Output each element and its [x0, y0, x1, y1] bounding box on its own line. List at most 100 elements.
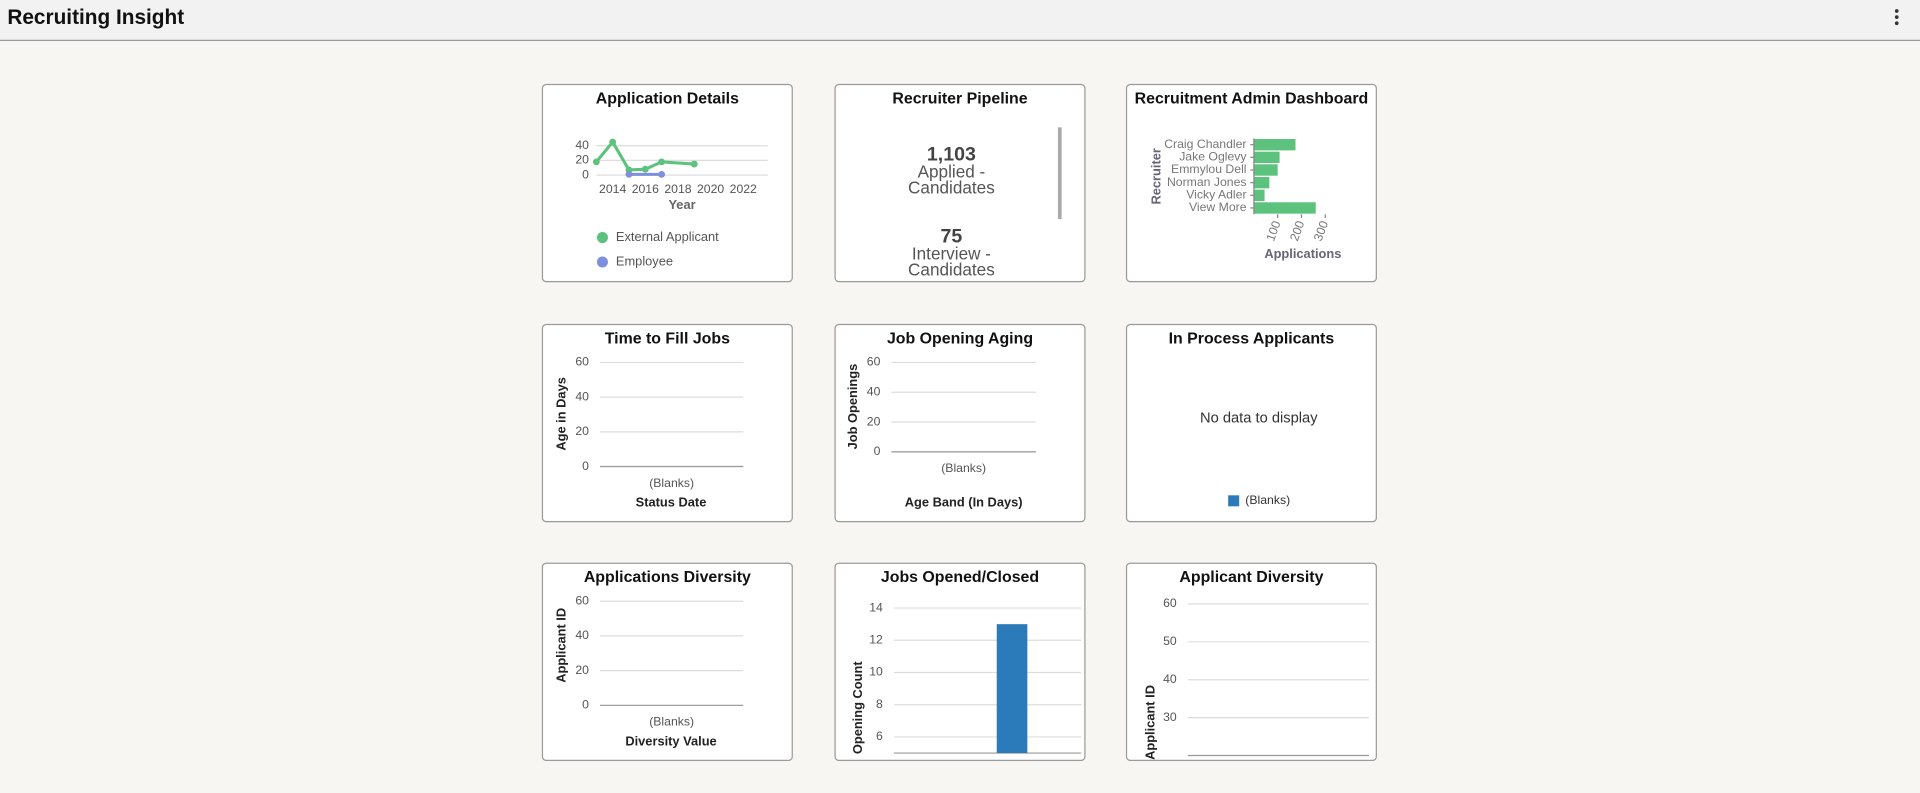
menu-button[interactable] [1894, 9, 1899, 26]
tile-bg [1125, 323, 1377, 523]
y-tick-label: 60 [867, 355, 881, 369]
tile[interactable]: Jobs Opened/Closed 6 8 10 12 14 Opening Count [834, 562, 1086, 762]
y-tick-label: View More [1189, 200, 1247, 214]
tile-bg [541, 83, 793, 283]
tile-content: Jobs Opened/Closed 6 8 10 12 14 Opening Count [850, 569, 1082, 754]
x-tick-label: 2020 [697, 182, 724, 196]
tile-title: Time to Fill Jobs [605, 330, 730, 347]
y-axis-label: Applicant ID [1142, 685, 1157, 760]
tile[interactable]: In Process Applicants No data to display (… [1125, 323, 1377, 523]
x-axis-label: Age Band (In Days) [905, 495, 1023, 510]
y-tick-label: 20 [575, 153, 589, 167]
y-tick-label: 6 [876, 729, 883, 743]
tile-content: Recruitment Admin Dashboard Craig Chandle… [1135, 90, 1369, 261]
y-tick-label: 40 [1163, 672, 1177, 686]
line-series [595, 139, 695, 172]
y-tick-label: Norman Jones [1167, 175, 1247, 189]
tile-content: Applicant Diversity 30 40 50 60 Applicant ID [1142, 569, 1369, 760]
content: Recruiting Insight Application Details02… [0, 0, 1920, 762]
tile-bg [541, 323, 793, 523]
page-title: Recruiting Insight [7, 6, 184, 29]
x-axis-label: Applications [1264, 246, 1341, 261]
line-point [658, 158, 666, 166]
y-tick-label: 8 [876, 697, 883, 711]
tile-content: In Process Applicants No data to display (… [1169, 330, 1335, 507]
y-tick-label: 40 [575, 389, 589, 403]
tile-title: Application Details [596, 90, 739, 107]
kpi-label: Interview - Candidates [908, 246, 995, 280]
tile-title: Applicant Diversity [1179, 569, 1323, 586]
bar [1253, 202, 1316, 214]
header-bar [0, 0, 1920, 41]
scrollbar[interactable] [1057, 127, 1062, 220]
tile-content: Time to Fill Jobs 0 20 40 60 (Blanks) Status D… [553, 330, 744, 510]
x-tick-label: 300 [1311, 219, 1331, 243]
tile-title: In Process Applicants [1169, 330, 1335, 347]
y-tick-label: 0 [582, 167, 589, 181]
x-tick-label: 2018 [664, 182, 691, 196]
x-tick-label: 100 [1263, 219, 1283, 243]
kpi-label-box: Interview - Candidates [908, 246, 995, 280]
line-point [658, 170, 666, 178]
y-tick-label: 0 [874, 444, 881, 458]
line-point [625, 170, 633, 178]
line-point [609, 138, 617, 146]
y-tick-label: 60 [575, 355, 589, 369]
line-point [641, 165, 649, 173]
tile-title: Recruiter Pipeline [892, 90, 1027, 107]
y-tick-label: 12 [869, 633, 883, 647]
y-tick-label: 10 [869, 665, 883, 679]
y-tick-label: Craig Chandler [1164, 137, 1246, 151]
kpi-label: Applied - Candidates [908, 164, 995, 198]
tile-content: Job Opening Aging 0 20 40 60 (Blanks) Age Band… [845, 330, 1036, 510]
tile[interactable]: Recruitment Admin Dashboard Craig Chandle… [1125, 83, 1377, 283]
y-tick-label: 40 [575, 138, 589, 152]
no-data-message: No data to display [1200, 411, 1318, 427]
y-tick-label: 20 [867, 414, 881, 428]
y-axis-label: Opening Count [850, 661, 865, 754]
legend-label: Employee [616, 253, 673, 268]
tile[interactable]: Job Opening Aging 0 20 40 60 (Blanks) Age Band… [834, 323, 1086, 523]
x-tick-label: (Blanks) [941, 461, 986, 475]
y-tick-label: 60 [1163, 596, 1177, 610]
legend-marker [596, 232, 608, 244]
kpi-value: 75 [941, 226, 963, 248]
tile-title: Job Opening Aging [887, 330, 1033, 347]
x-tick-label: 2016 [632, 182, 659, 196]
legend-label: External Applicant [616, 229, 719, 244]
tile[interactable]: Applications Diversity 0 20 40 60 (Blanks) Div… [541, 562, 793, 762]
tile-bg [834, 83, 1086, 283]
y-tick-label: Emmylou Dell [1171, 162, 1246, 176]
y-tick-label: 50 [1163, 634, 1177, 648]
plot-area [596, 138, 768, 176]
y-tick-label: Vicky Adler [1186, 188, 1246, 202]
tile[interactable]: Applicant Diversity 30 40 50 60 Applicant ID [1125, 562, 1377, 762]
bar [996, 624, 1028, 754]
x-axis-label: Year [668, 197, 695, 212]
kpi-label-box: Applied - Candidates [908, 164, 995, 198]
tile[interactable]: Time to Fill Jobs 0 20 40 60 (Blanks) Status D… [541, 323, 793, 523]
bar [1253, 164, 1278, 176]
y-tick-label: Jake Oglevy [1179, 150, 1247, 164]
tile-bg [1125, 562, 1377, 762]
tile-title: Recruitment Admin Dashboard [1135, 90, 1369, 107]
tile-bg [834, 562, 1086, 762]
y-axis-label: Recruiter [1149, 148, 1164, 204]
bar [1253, 151, 1280, 164]
bar [1253, 176, 1270, 189]
line-point [690, 160, 698, 168]
tile-bg [541, 562, 793, 762]
y-tick-label: 40 [575, 628, 589, 642]
x-tick-label: 2014 [599, 182, 626, 196]
legend-marker [1228, 495, 1240, 507]
bar [1253, 189, 1265, 202]
y-tick-label: 30 [1163, 710, 1177, 724]
y-tick-label: 60 [575, 593, 589, 607]
tile-title: Jobs Opened/Closed [881, 569, 1039, 586]
